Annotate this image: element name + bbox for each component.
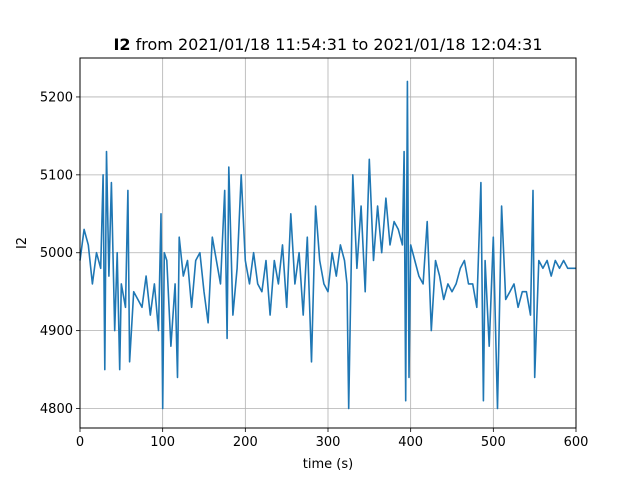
x-tick-label: 500 (481, 435, 506, 450)
y-axis: 4800 4900 5000 5100 5200 (40, 90, 80, 417)
y-tick-label: 4900 (40, 324, 73, 339)
y-tick-label: 5000 (40, 246, 73, 261)
x-tick-label: 300 (316, 435, 341, 450)
title-bold: I2 (113, 35, 130, 54)
x-axis-label: time (s) (303, 457, 353, 472)
y-tick-label: 4800 (40, 402, 73, 417)
x-tick-label: 200 (233, 435, 258, 450)
y-tick-label: 5200 (40, 90, 73, 105)
x-tick-label: 100 (150, 435, 175, 450)
x-axis: 0 100 200 300 400 500 600 (76, 428, 589, 450)
x-tick-label: 400 (398, 435, 423, 450)
series-line (79, 80, 576, 410)
plot-area (79, 80, 576, 410)
x-tick-label: 600 (564, 435, 589, 450)
title-rest: from 2021/01/18 11:54:31 to 2021/01/18 1… (131, 35, 543, 54)
chart-title: I2 from 2021/01/18 11:54:31 to 2021/01/1… (113, 35, 542, 54)
y-tick-label: 5100 (40, 168, 73, 183)
x-tick-label: 0 (76, 435, 84, 450)
y-axis-label: I2 (15, 237, 30, 249)
